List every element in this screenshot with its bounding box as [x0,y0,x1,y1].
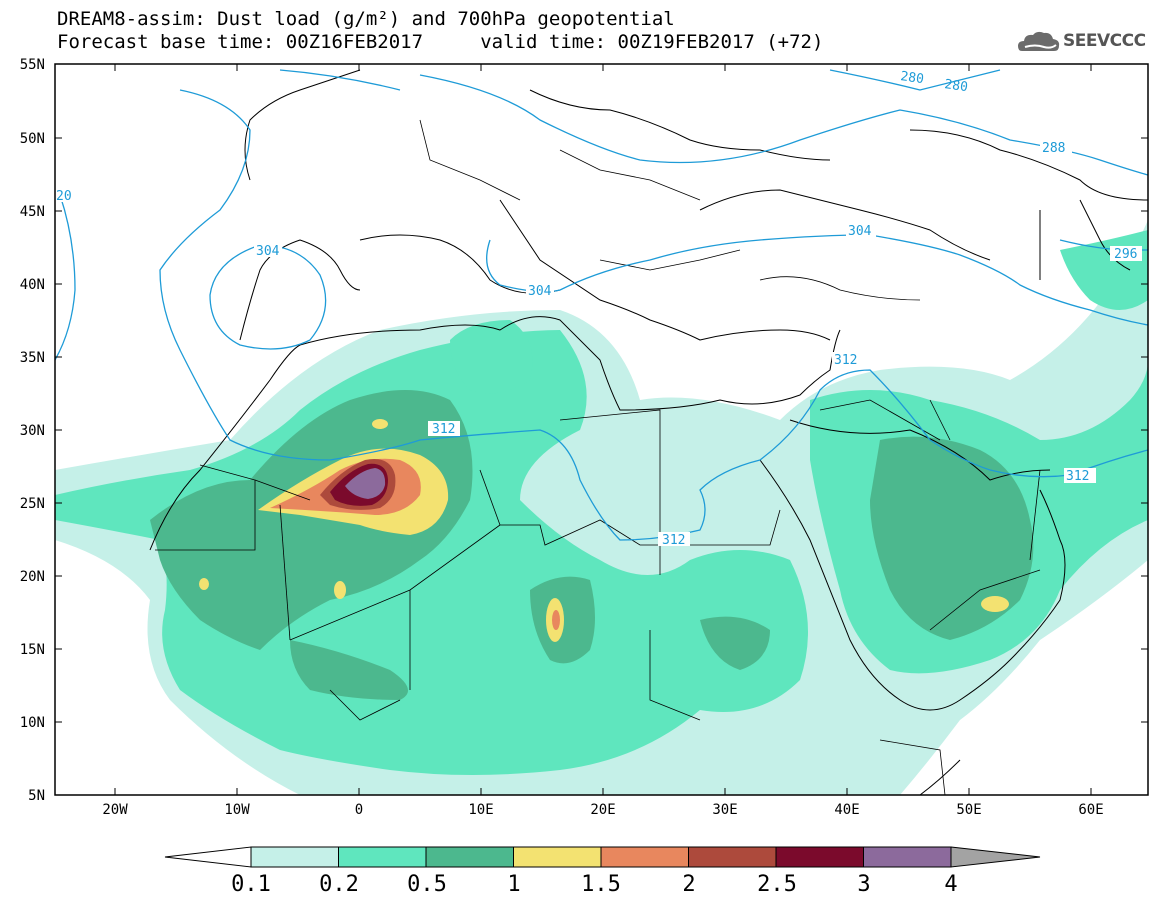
colorbar-label: 3 [857,872,871,897]
colorbar-arrow-high [950,846,1041,868]
contour-label: 296 [1114,247,1137,262]
lat-label: 35N [20,350,45,366]
colorbar-label: 1 [507,872,521,897]
contour-labels: 20 304 304 312 312 312 304 296 288 280 2… [50,69,1142,548]
lon-label: 10W [224,802,250,818]
lat-label: 30N [20,423,45,439]
colorbar [164,846,1041,868]
colorbar-segment [425,846,514,868]
lat-label: 45N [20,204,45,220]
lon-label: 0 [355,802,363,818]
colorbar-segment [863,846,952,868]
lat-label: 5N [28,788,45,804]
colorbar-label: 2.5 [757,872,797,897]
logo-text: SEEVCCC [1063,31,1146,51]
colorbar-label: 0.5 [407,872,447,897]
colorbar-label: 4 [944,872,958,897]
lat-label: 15N [20,642,45,658]
cloud-icon [1018,31,1060,51]
lon-label: 50E [956,802,981,818]
contour-label: 304 [256,244,280,259]
colorbar-segment [600,846,689,868]
contour-label: 20 [56,189,72,204]
colorbar-segment [338,846,427,868]
country-borders [155,119,1041,795]
contour-label: 288 [1042,141,1065,156]
lat-axis: 55N 50N 45N 40N 35N 30N 25N 20N 15N 10N … [20,57,1148,804]
lon-axis: 20W 10W 0 10E 20E 30E 40E 50E 60E [102,64,1104,818]
colorbar-label: 1.5 [581,872,621,897]
contour-label: 304 [848,224,872,239]
contour-label: 312 [1066,469,1089,484]
lon-label: 20W [102,802,128,818]
lon-label: 30E [712,802,737,818]
lat-label: 40N [20,277,45,293]
colorbar-label: 0.2 [319,872,359,897]
colorbar-segment [250,846,339,868]
lat-label: 10N [20,715,45,731]
contour-label: 280 [899,69,924,87]
lat-label: 50N [20,131,45,147]
contour-label: 280 [943,77,968,95]
colorbar-label: 2 [682,872,696,897]
contour-label: 312 [432,422,455,437]
lon-label: 60E [1078,802,1103,818]
lon-label: 20E [590,802,615,818]
contour-label: 304 [528,284,552,299]
contour-label: 312 [834,353,857,368]
dust-field [55,220,1148,795]
contour-label: 312 [662,533,685,548]
lat-label: 25N [20,496,45,512]
map-title: DREAM8-assim: Dust load (g/m²) and 700hP… [57,8,675,30]
forecast-time-line: Forecast base time: 00Z16FEB2017 valid t… [57,31,824,53]
lat-label: 55N [20,57,45,73]
colorbar-segment [688,846,777,868]
lat-label: 20N [20,569,45,585]
colorbar-arrow-low [164,846,252,868]
colorbar-segment [513,846,602,868]
lon-label: 40E [834,802,859,818]
colorbar-segment [775,846,864,868]
lon-label: 10E [468,802,493,818]
colorbar-label: 0.1 [231,872,271,897]
